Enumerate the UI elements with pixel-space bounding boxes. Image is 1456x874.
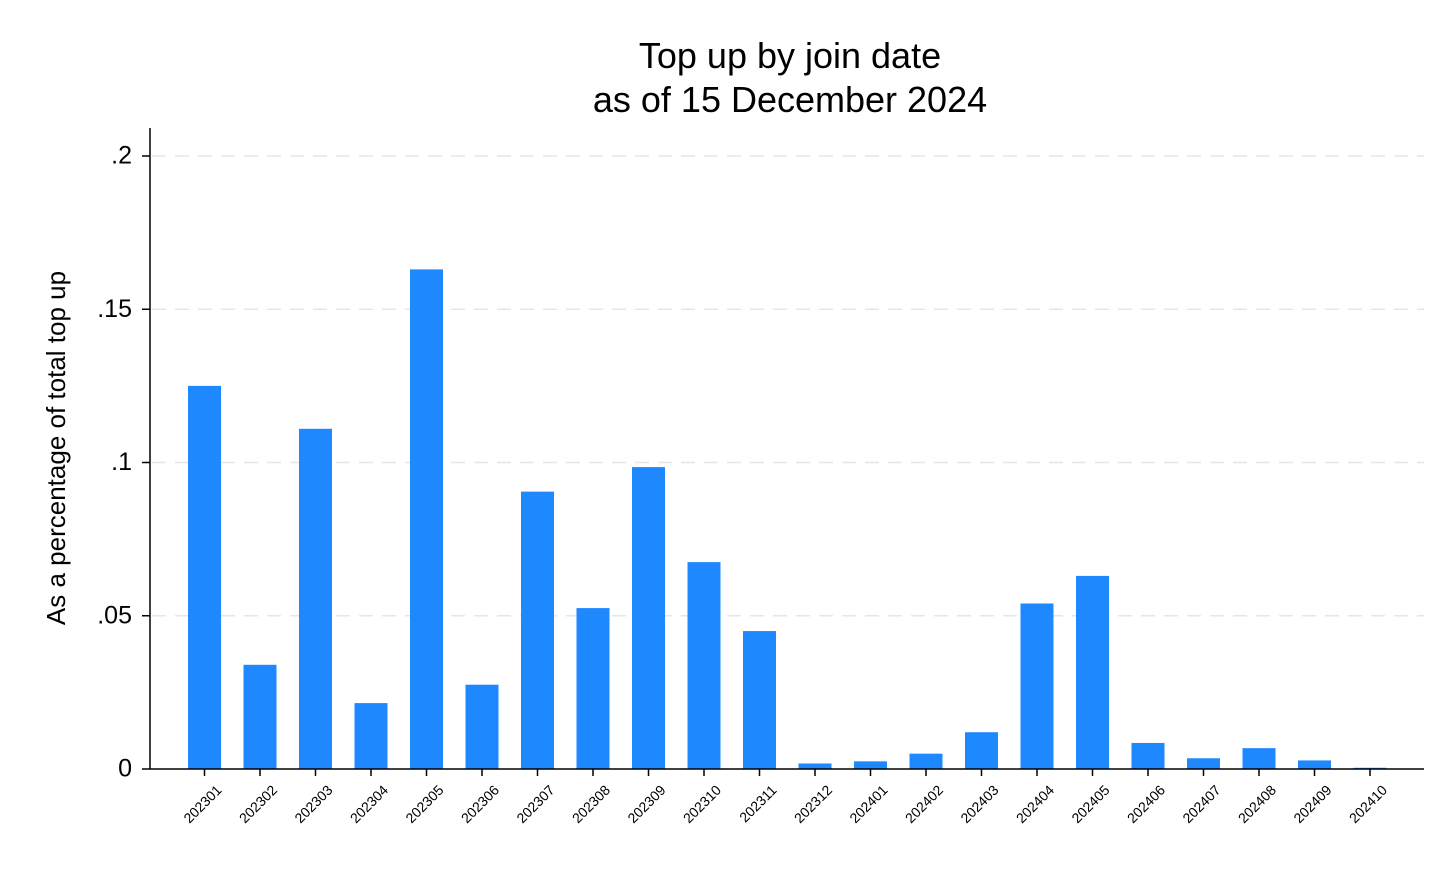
x-tick-label-202404: 202404: [1013, 782, 1057, 826]
bar-202407: [1187, 758, 1220, 769]
y-tick-label-4: .2: [111, 142, 132, 170]
bar-202310: [687, 562, 721, 769]
bar-202308: [576, 608, 610, 769]
x-tick-label-202405: 202405: [1068, 782, 1112, 826]
y-tick-label-0: 0: [118, 755, 132, 783]
bar-202404: [1020, 603, 1054, 769]
x-tick-label-202306: 202306: [458, 782, 502, 826]
y-tick-label-2: .1: [111, 448, 132, 476]
x-tick-label-202308: 202308: [569, 782, 613, 826]
x-tick-label-202302: 202302: [236, 782, 280, 826]
x-tick-label-202408: 202408: [1235, 782, 1279, 826]
x-tick-label-202410: 202410: [1346, 782, 1390, 826]
bar-202403: [965, 732, 998, 769]
x-tick-label-202407: 202407: [1179, 782, 1223, 826]
y-axis-label: As a percentage of total top up: [41, 271, 71, 625]
x-tick-label-202406: 202406: [1124, 782, 1168, 826]
bars: [188, 269, 1387, 769]
bar-202305: [410, 269, 443, 769]
bar-202307: [521, 491, 554, 769]
bar-202311: [743, 631, 776, 769]
y-tick-label-3: .15: [97, 295, 132, 323]
x-tick-label-202309: 202309: [624, 782, 668, 826]
x-tick-label-202402: 202402: [902, 782, 946, 826]
gridlines: [152, 155, 1424, 617]
axes: [149, 128, 1424, 770]
bar-202312: [798, 763, 832, 769]
bar-202409: [1298, 760, 1331, 769]
bar-202301: [188, 385, 221, 769]
chart-title-line-2: as of 15 December 2024: [593, 79, 987, 120]
bar-202303: [299, 428, 332, 769]
x-tick-label-202310: 202310: [680, 782, 724, 826]
x-tick-label-202311: 202311: [736, 782, 780, 826]
x-tick-label-202305: 202305: [402, 782, 446, 826]
x-tick-label-202312: 202312: [791, 782, 835, 826]
bar-202402: [909, 753, 943, 769]
x-tick-label-202403: 202403: [957, 782, 1001, 826]
bar-202306: [465, 684, 499, 769]
y-axis-ticks: 0 .05 .1 .15 .2: [97, 142, 150, 783]
bar-202302: [243, 664, 277, 769]
bar-202408: [1242, 748, 1276, 769]
bar-202304: [354, 703, 388, 769]
bar-202405: [1076, 575, 1109, 769]
bar-202401: [854, 761, 887, 769]
x-tick-label-202409: 202409: [1290, 782, 1334, 826]
x-tick-label-202301: 202301: [180, 782, 224, 826]
y-tick-label-1: .05: [97, 601, 132, 629]
x-tick-label-202303: 202303: [291, 782, 335, 826]
chart-title-line-1: Top up by join date: [639, 35, 941, 76]
x-tick-label-202401: 202401: [846, 782, 890, 826]
x-tick-label-202307: 202307: [513, 782, 557, 826]
x-tick-label-202304: 202304: [347, 782, 391, 826]
x-axis-ticks: 202301 202302 202303 202304 202305 202306 2023…: [180, 769, 1390, 826]
bar-202406: [1131, 742, 1165, 769]
bar-202309: [632, 467, 665, 769]
